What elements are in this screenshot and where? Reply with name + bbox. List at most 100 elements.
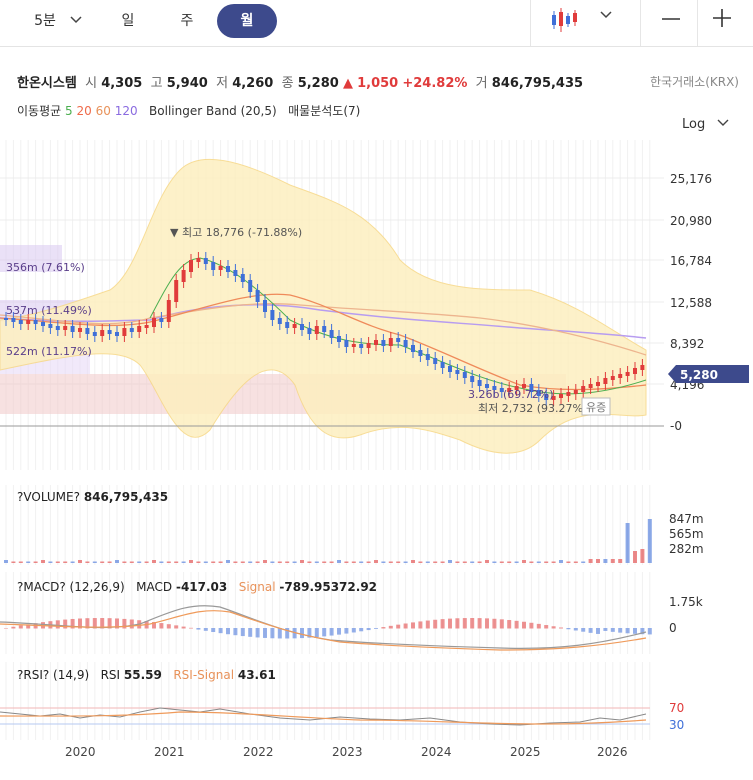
vp-label: 3.26b (69.72%) bbox=[468, 388, 554, 401]
low-label: 저 bbox=[216, 76, 229, 91]
macd-bar bbox=[529, 622, 534, 629]
candle-body bbox=[240, 274, 245, 282]
candle-body bbox=[263, 300, 267, 312]
macd-tick: 1.75k bbox=[669, 595, 703, 609]
vp-label: 537m (11.49%) bbox=[6, 304, 92, 317]
volume-bar bbox=[322, 561, 327, 563]
volume-bar bbox=[78, 560, 82, 563]
candle-body bbox=[596, 382, 600, 386]
volume-bar bbox=[581, 561, 586, 563]
volume-chart[interactable]: 847m 565m 282m bbox=[0, 485, 753, 565]
ma5-label: 5 bbox=[65, 104, 73, 118]
tab-5min-label: 5분 bbox=[34, 13, 56, 29]
volume-bar bbox=[4, 560, 8, 563]
minus-icon[interactable] bbox=[661, 10, 681, 30]
candle-body bbox=[70, 326, 75, 332]
candle-body bbox=[63, 326, 68, 330]
macd-bar bbox=[403, 623, 408, 629]
rsi-tick: 30 bbox=[669, 718, 684, 732]
macd-bar bbox=[344, 628, 349, 634]
divider bbox=[530, 0, 531, 46]
log-scale-toggle[interactable]: Log bbox=[682, 117, 729, 132]
volume-bar bbox=[396, 561, 401, 563]
volume-panel-value: 846,795,435 bbox=[83, 490, 169, 504]
candle-body bbox=[144, 325, 149, 328]
candle-body bbox=[26, 320, 31, 324]
candle-body bbox=[329, 330, 334, 338]
tab-week[interactable]: 주 bbox=[164, 4, 210, 38]
candle-body bbox=[455, 370, 460, 374]
macd-bar bbox=[307, 628, 312, 638]
tab-5min[interactable]: 5분 bbox=[20, 4, 70, 38]
chart-type-chevron-icon[interactable] bbox=[600, 10, 612, 20]
macd-bar bbox=[100, 618, 105, 629]
price-tick: 16,784 bbox=[670, 254, 712, 268]
macd-bar bbox=[129, 619, 134, 629]
volume-bar bbox=[70, 561, 75, 563]
year-tick: 2024 bbox=[421, 745, 452, 759]
candle-body bbox=[470, 376, 475, 382]
macd-bar bbox=[263, 628, 267, 638]
ma120-label: 120 bbox=[114, 104, 138, 118]
volume-bar bbox=[277, 561, 282, 563]
indicator-legend[interactable]: 이동평균 5 20 60 120 Bollinger Band (20,5) 매… bbox=[17, 102, 360, 119]
price-tick: 25,176 bbox=[670, 172, 712, 186]
candle-body bbox=[196, 258, 201, 262]
macd-bar bbox=[610, 628, 615, 632]
macd-chart[interactable]: 1.75k 0 bbox=[0, 572, 753, 654]
macd-bar bbox=[573, 628, 578, 631]
year-tick: 2026 bbox=[597, 745, 628, 759]
time-axis: 2020 2021 2022 2023 2024 2025 2026 bbox=[65, 745, 628, 759]
candle-body bbox=[322, 326, 327, 332]
macd-bar bbox=[218, 628, 223, 634]
open-value: 4,305 bbox=[101, 76, 143, 91]
volume-bar bbox=[633, 551, 637, 563]
volume-bar bbox=[196, 561, 201, 563]
tab-month[interactable]: 월 bbox=[217, 4, 277, 38]
volume-bar bbox=[433, 561, 438, 563]
candle-body bbox=[351, 344, 356, 347]
rsi-tick: 70 bbox=[669, 701, 684, 715]
rsi-signal-line bbox=[0, 711, 647, 725]
price-tick: 12,588 bbox=[670, 296, 712, 310]
volume-bar bbox=[129, 561, 134, 563]
volume-tick: 565m bbox=[669, 527, 704, 541]
macd-bar bbox=[292, 628, 297, 639]
volume-bar bbox=[425, 561, 430, 563]
plus-icon[interactable] bbox=[712, 8, 732, 28]
price-tick: -0 bbox=[670, 419, 682, 433]
candle-body bbox=[41, 322, 45, 326]
candle-body bbox=[255, 290, 260, 302]
volume-bar bbox=[573, 561, 578, 563]
macd-bar bbox=[418, 621, 423, 629]
chevron-down-icon[interactable] bbox=[70, 15, 82, 25]
macd-bar bbox=[174, 625, 179, 629]
candlestick-icon[interactable] bbox=[550, 7, 580, 33]
macd-bar bbox=[499, 619, 504, 629]
candle-body bbox=[477, 380, 482, 386]
macd-value: -417.03 bbox=[175, 580, 228, 594]
price-chart[interactable]: ▼ 최고 18,776 (-71.88%) 최저 2,732 (93.27%) … bbox=[0, 140, 753, 470]
candle-body bbox=[181, 270, 186, 282]
rsi-title: ?RSI? (14,9) bbox=[17, 668, 90, 682]
volume-bar bbox=[107, 561, 112, 563]
candle-body bbox=[566, 392, 571, 396]
candle-body bbox=[159, 318, 164, 322]
macd-bar bbox=[248, 628, 253, 637]
candle-body bbox=[33, 320, 38, 324]
tab-day[interactable]: 일 bbox=[105, 4, 151, 38]
volume-bar bbox=[610, 559, 615, 563]
high-label: 고 bbox=[150, 76, 163, 91]
rsi-label: RSI bbox=[100, 668, 121, 682]
high-annotation: ▼ 최고 18,776 (-71.88%) bbox=[170, 226, 302, 239]
volume-bar bbox=[41, 560, 45, 563]
candle-body bbox=[307, 328, 312, 334]
rsi-chart[interactable]: 70 30 bbox=[0, 662, 753, 740]
volume-value: 846,795,435 bbox=[491, 76, 584, 91]
volume-bar bbox=[388, 561, 393, 563]
volume-bar bbox=[285, 561, 290, 563]
stock-info: 한온시스템 시 4,305 고 5,940 저 4,260 종 5,280 ▲ … bbox=[17, 72, 583, 91]
volume-panel-title: ?VOLUME? 846,795,435 bbox=[17, 490, 168, 504]
volume-bar bbox=[270, 561, 275, 563]
volume-bar bbox=[529, 561, 534, 563]
